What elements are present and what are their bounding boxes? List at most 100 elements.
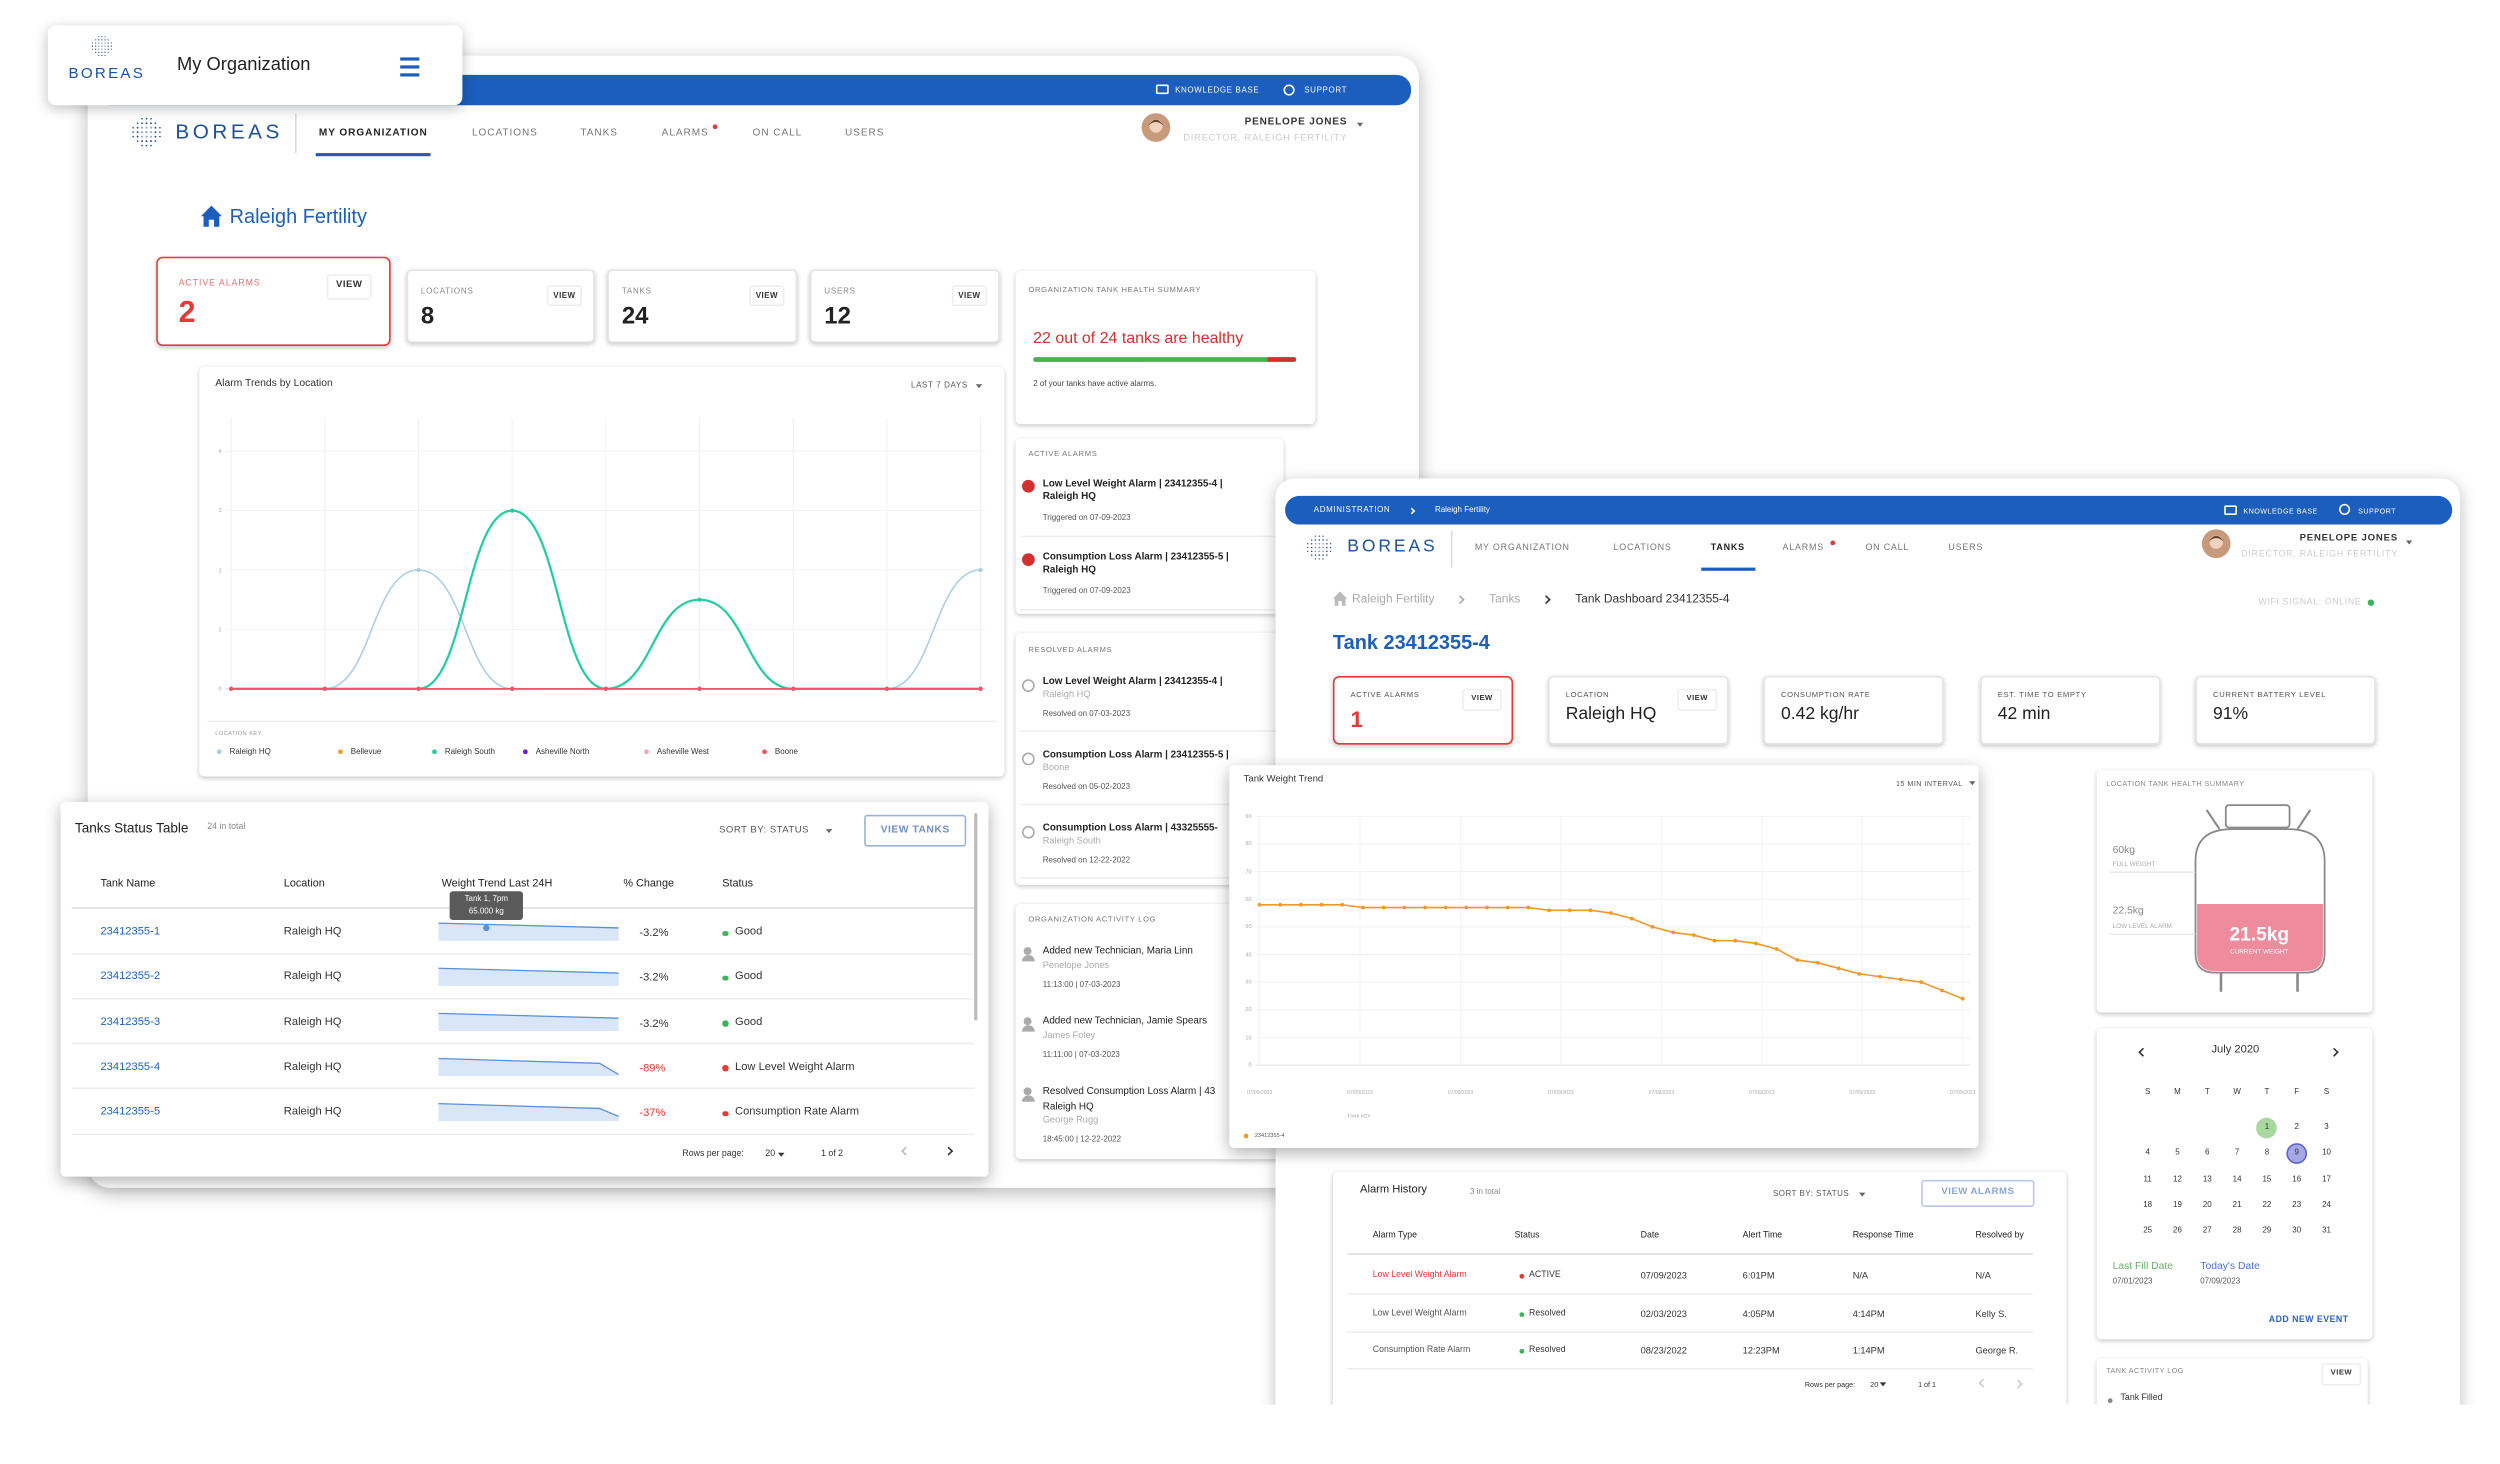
text[interactable]: 20 bbox=[765, 1149, 776, 1160]
text[interactable]: LAST 7 DAYS bbox=[911, 381, 968, 391]
button[interactable] bbox=[546, 285, 582, 307]
nav-tab[interactable]: LOCATIONS bbox=[1613, 543, 1672, 554]
hamburger-line[interactable] bbox=[400, 57, 420, 61]
calendar-day[interactable]: 24 bbox=[2322, 1200, 2331, 1210]
calendar-day[interactable]: 2 bbox=[2294, 1122, 2299, 1133]
sparkline bbox=[438, 967, 619, 974]
calendar-day[interactable]: 26 bbox=[2173, 1226, 2182, 1236]
text[interactable]: SUPPORT bbox=[2358, 507, 2397, 515]
hamburger-line[interactable] bbox=[400, 73, 420, 77]
button[interactable] bbox=[1462, 688, 1502, 712]
text: LOCATION TANK HEALTH SUMMARY bbox=[2106, 779, 2245, 788]
calendar-day[interactable]: 13 bbox=[2202, 1174, 2212, 1184]
calendar-day[interactable]: 8 bbox=[2264, 1148, 2270, 1159]
calendar-day[interactable]: 6 bbox=[2205, 1148, 2210, 1159]
tank-link[interactable]: 23412355-1 bbox=[100, 926, 161, 938]
calendar-day[interactable]: 12 bbox=[2173, 1174, 2182, 1184]
text[interactable]: SUPPORT bbox=[1304, 86, 1348, 96]
logo-dot bbox=[1329, 546, 1332, 549]
button[interactable] bbox=[326, 274, 372, 300]
text[interactable]: SORT BY: STATUS bbox=[719, 825, 810, 836]
calendar-day[interactable]: 27 bbox=[2202, 1226, 2212, 1236]
nav-tab[interactable]: ALARMS bbox=[661, 127, 709, 139]
nav-tab[interactable]: ON CALL bbox=[752, 127, 803, 139]
text[interactable]: VIEW bbox=[1686, 695, 1708, 704]
nav-tab[interactable]: ON CALL bbox=[1865, 543, 1910, 554]
calendar-day[interactable]: 7 bbox=[2234, 1148, 2240, 1159]
text[interactable]: 15 MIN INTERVAL bbox=[1895, 779, 1963, 788]
text[interactable]: ADMINISTRATION bbox=[1313, 505, 1391, 515]
calendar-day[interactable]: 1 bbox=[2264, 1122, 2270, 1133]
logo-dot bbox=[154, 126, 157, 129]
tank-link[interactable]: 23412355-4 bbox=[100, 1061, 161, 1073]
calendar-day[interactable]: 3 bbox=[2324, 1122, 2329, 1133]
calendar-day[interactable]: 25 bbox=[2143, 1226, 2153, 1236]
nav-tab[interactable]: LOCATIONS bbox=[471, 127, 538, 139]
calendar-day[interactable]: 11 bbox=[2143, 1174, 2152, 1184]
text[interactable]: Tanks bbox=[1489, 591, 1521, 606]
text[interactable]: VIEW bbox=[958, 290, 981, 301]
point bbox=[1712, 938, 1717, 943]
calendar-day[interactable]: 31 bbox=[2322, 1226, 2331, 1236]
nav-tab[interactable]: MY ORGANIZATION bbox=[1474, 543, 1570, 554]
text[interactable]: VIEW bbox=[553, 290, 576, 301]
calendar-day[interactable]: 4 bbox=[2145, 1148, 2150, 1159]
tank-link[interactable]: 23412355-5 bbox=[100, 1106, 161, 1118]
calendar-day[interactable]: 16 bbox=[2292, 1174, 2302, 1184]
text[interactable]: Raleigh Fertility bbox=[1434, 505, 1490, 515]
calendar-day[interactable]: 15 bbox=[2262, 1174, 2272, 1184]
calendar-day[interactable]: 14 bbox=[2232, 1174, 2242, 1184]
nav-tab[interactable]: ALARMS bbox=[1782, 543, 1825, 554]
divider bbox=[294, 113, 297, 154]
calendar-day[interactable]: 10 bbox=[2322, 1148, 2331, 1159]
calendar-day[interactable]: 5 bbox=[2175, 1148, 2180, 1159]
tank-link[interactable]: 23412355-2 bbox=[100, 971, 161, 983]
nav-tab[interactable]: USERS bbox=[1948, 543, 1984, 554]
hamburger-line[interactable] bbox=[400, 65, 420, 69]
text: James Foley bbox=[1042, 1031, 1096, 1042]
text[interactable]: 20 bbox=[1870, 1380, 1879, 1389]
text[interactable]: Raleigh Fertility bbox=[1352, 591, 1435, 606]
point bbox=[791, 686, 796, 691]
button[interactable] bbox=[1921, 1179, 2035, 1207]
nav-tab[interactable]: TANKS bbox=[1710, 543, 1745, 554]
text[interactable]: VIEW ALARMS bbox=[1941, 1187, 2015, 1198]
text[interactable]: ADD NEW EVENT bbox=[2268, 1315, 2349, 1325]
calendar-day[interactable]: 20 bbox=[2202, 1200, 2212, 1210]
button[interactable] bbox=[864, 814, 967, 847]
button[interactable] bbox=[951, 285, 987, 307]
calendar-day[interactable]: 23 bbox=[2292, 1200, 2302, 1210]
text[interactable]: KNOWLEDGE BASE bbox=[2243, 507, 2318, 515]
status-dot bbox=[722, 930, 728, 936]
active-alarms-card bbox=[1015, 438, 1284, 614]
calendar-day[interactable]: 19 bbox=[2173, 1200, 2182, 1210]
logo-dot bbox=[101, 45, 103, 47]
calendar-day[interactable]: 28 bbox=[2232, 1226, 2242, 1236]
text[interactable]: KNOWLEDGE BASE bbox=[1175, 86, 1260, 96]
cutoff bbox=[1227, 1404, 2500, 1464]
calendar-day[interactable]: 18 bbox=[2143, 1200, 2153, 1210]
tank-link[interactable]: 23412355-3 bbox=[100, 1016, 161, 1028]
text: 60kg bbox=[2112, 845, 2136, 857]
nav-tab[interactable]: MY ORGANIZATION bbox=[318, 127, 428, 139]
nav-tab[interactable]: TANKS bbox=[580, 127, 618, 139]
calendar-day[interactable]: 29 bbox=[2262, 1226, 2272, 1236]
calendar-day[interactable]: 30 bbox=[2292, 1226, 2302, 1236]
text[interactable]: VIEW bbox=[335, 281, 363, 291]
text[interactable]: VIEW TANKS bbox=[880, 824, 950, 836]
text[interactable]: VIEW bbox=[2330, 1369, 2353, 1378]
calendar-day[interactable]: 17 bbox=[2322, 1174, 2331, 1184]
button[interactable] bbox=[2321, 1363, 2362, 1386]
button[interactable] bbox=[749, 285, 785, 307]
button[interactable] bbox=[1677, 688, 1718, 712]
point bbox=[1650, 924, 1655, 929]
nav-tab[interactable]: USERS bbox=[845, 127, 885, 139]
text[interactable]: SORT BY: STATUS bbox=[1772, 1189, 1850, 1199]
calendar-day[interactable]: 9 bbox=[2294, 1148, 2299, 1159]
point bbox=[1774, 947, 1779, 951]
text[interactable]: VIEW bbox=[1471, 695, 1493, 704]
text[interactable]: VIEW bbox=[755, 290, 779, 301]
logo-dot bbox=[140, 131, 144, 134]
calendar-day[interactable]: 22 bbox=[2262, 1200, 2272, 1210]
calendar-day[interactable]: 21 bbox=[2232, 1200, 2242, 1210]
